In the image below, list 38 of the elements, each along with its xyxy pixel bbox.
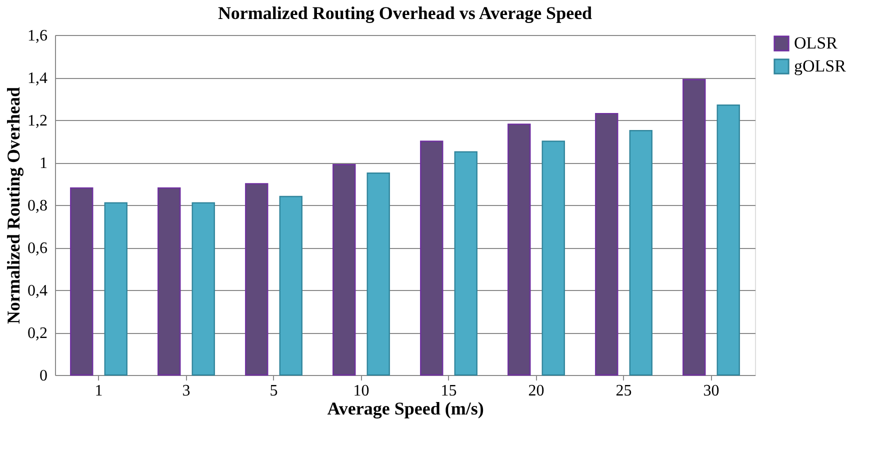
legend-label: gOLSR (794, 56, 847, 76)
x-tick-label: 25 (616, 382, 632, 400)
bar (454, 151, 478, 376)
x-tick-label: 30 (703, 382, 720, 400)
y-tick-label: 1 (40, 155, 48, 172)
bar (542, 140, 565, 376)
bar (245, 183, 268, 376)
bar (366, 172, 390, 376)
legend-label: OLSR (794, 34, 838, 52)
x-tick-label: 1 (94, 382, 103, 400)
y-tick-label: 1,6 (28, 28, 48, 44)
y-tick-label: 1,2 (28, 112, 48, 130)
bar (420, 140, 444, 376)
bar (682, 79, 706, 376)
bar (629, 130, 652, 376)
x-tick-label: 20 (528, 382, 544, 400)
bar (192, 202, 215, 376)
x-tick-label: 3 (182, 382, 190, 400)
bar (158, 187, 181, 376)
y-tick-label: 0,6 (28, 240, 48, 257)
bar (595, 113, 618, 376)
bar (332, 164, 356, 376)
y-tick-label: 0,4 (28, 282, 48, 300)
x-tick-label: 10 (353, 382, 370, 400)
bar (508, 124, 531, 376)
x-tick-label: 5 (270, 382, 278, 400)
y-tick-label: 0,2 (28, 325, 48, 342)
bar (279, 196, 302, 376)
chart-title: Normalized Routing Overhead vs Average Speed (218, 3, 592, 23)
y-tick-label: 0 (40, 368, 48, 384)
y-axis-title: Normalized Routing Overhead (4, 87, 24, 324)
y-tick-label: 1,4 (28, 70, 48, 87)
x-axis-title: Average Speed (m/s) (327, 398, 484, 418)
bar (104, 202, 128, 376)
x-tick-label: 15 (440, 382, 457, 400)
bar (716, 104, 740, 376)
y-tick-label: 0,8 (28, 198, 48, 214)
bar (70, 187, 94, 376)
